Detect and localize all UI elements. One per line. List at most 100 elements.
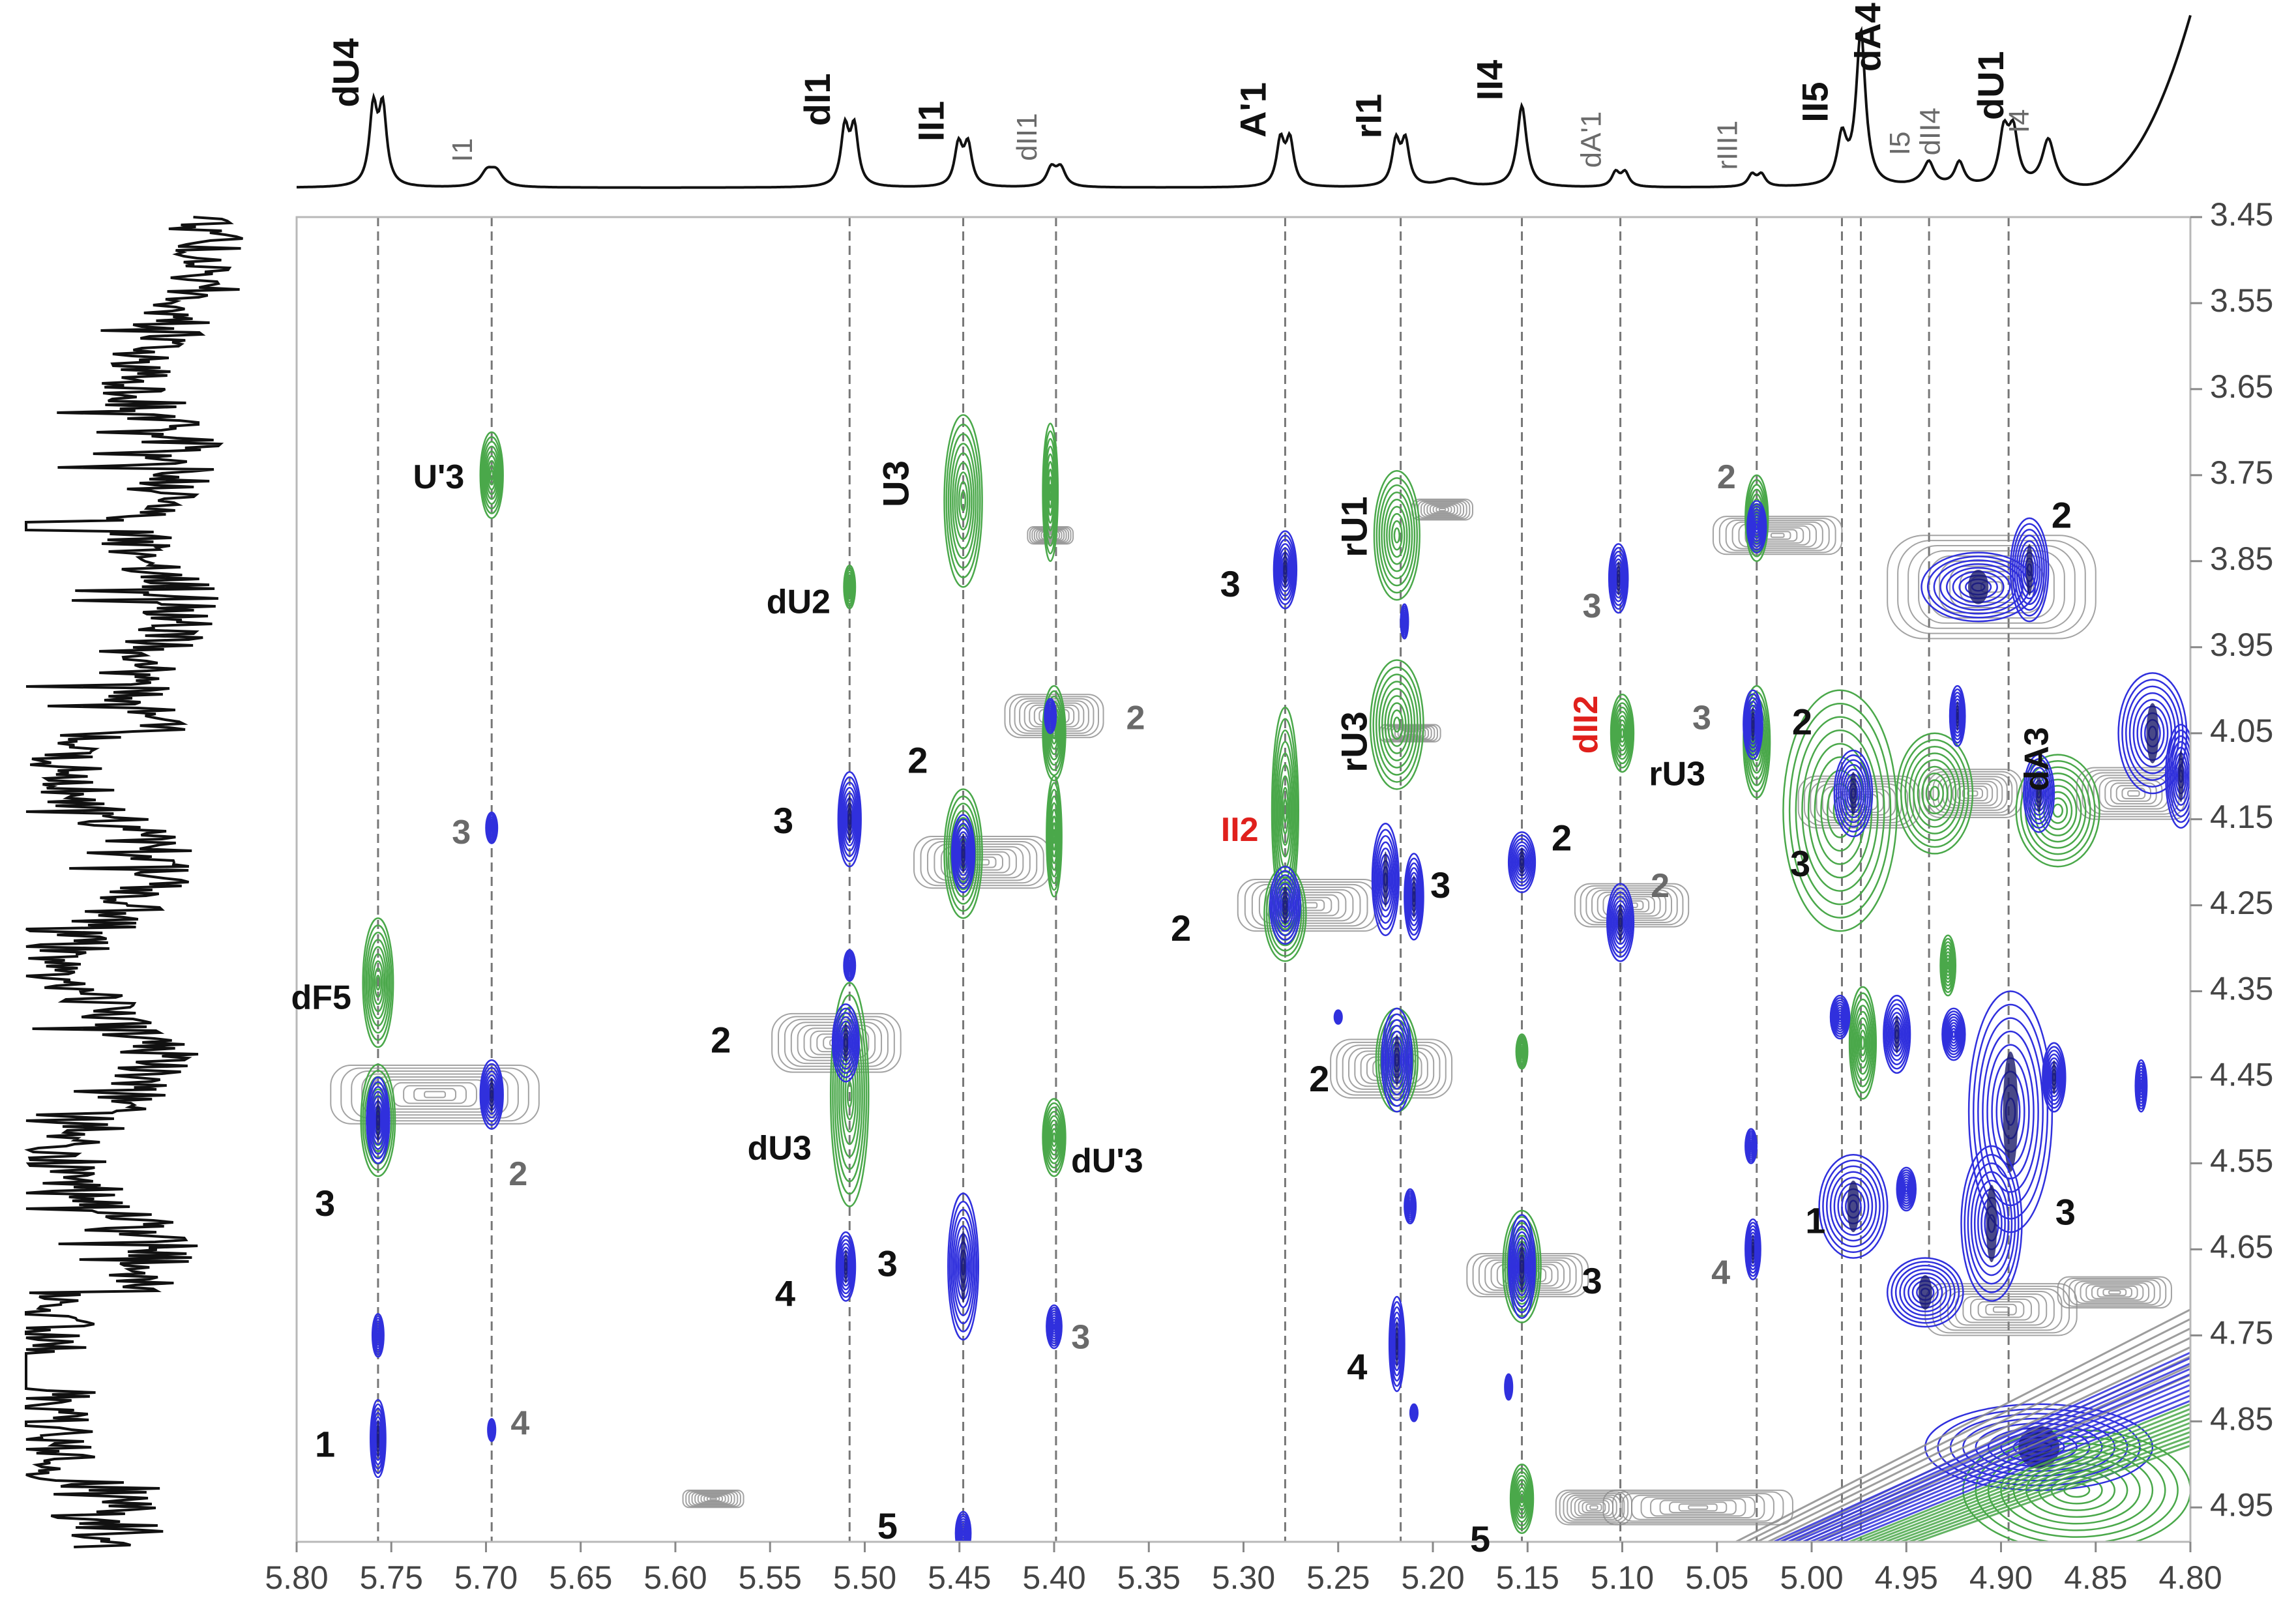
cross-peak-green-57: [1509, 1463, 1535, 1535]
peak-label-38: 4: [1711, 1254, 1730, 1292]
peak-label-34: 3: [1692, 700, 1711, 737]
peak-label-11: 3: [773, 800, 793, 841]
cross-peak-blue-29: [1046, 1304, 1063, 1349]
cross-peak-contours: [330, 414, 2190, 1542]
cross-peak-blue-5: [366, 1076, 390, 1164]
cross-peak-blue-6: [479, 1059, 504, 1130]
cross-peak-green-59: [1610, 694, 1635, 773]
peak-label-15: 4: [775, 1273, 795, 1314]
y-tick-label-15: 4.95: [2210, 1486, 2273, 1523]
top-peak-label-14: dU1: [1970, 51, 2011, 120]
peak-label-4: 3: [315, 1183, 335, 1224]
peak-label-42: 3: [2055, 1191, 2076, 1232]
peak-label-30: 3: [1583, 587, 1602, 625]
y-tick-label-9: 4.35: [2210, 971, 2273, 1007]
cross-peak-blue-41: [1371, 822, 1400, 937]
cross-peak-blue-16: [1044, 698, 1057, 734]
cross-peak-blue-30: [954, 1511, 972, 1542]
peak-label-12: 2: [711, 1019, 731, 1060]
top-spectrum-labels: dU4 I1 dI1 II1 dII1 A'1 rI1 II4 dA'1 rIII1 II5 dA4 I…: [325, 3, 2035, 170]
cross-peak-green-53: [1515, 1033, 1529, 1070]
cross-peak-blue-96: [1960, 1145, 2023, 1302]
y-tick-label-0: 3.45: [2210, 196, 2273, 233]
cross-peak-blue-93: [1886, 1257, 1964, 1328]
x-tick-label-0: 5.80: [265, 1559, 328, 1596]
cross-peak-blue-42: [1404, 853, 1424, 941]
cross-peak-green-83: [1939, 934, 1957, 997]
cross-peak-blue-25: [831, 1003, 861, 1083]
cross-peak-blue-91: [1818, 1153, 1889, 1259]
cross-peak-blue-92: [1896, 1166, 1917, 1212]
cross-peak-gray-31: [682, 1489, 744, 1509]
top-1d-spectrum: [297, 14, 2192, 189]
top-peak-label-10: II5: [1794, 81, 1835, 122]
cross-peak-blue-80: [2023, 754, 2055, 833]
y-tick-label-1: 3.55: [2210, 282, 2273, 319]
y-tick-label-6: 4.05: [2210, 713, 2273, 749]
cross-peak-blue-9: [487, 1418, 497, 1442]
top-peak-label-13: dII4: [1915, 108, 1947, 155]
peak-label-27: 5: [1470, 1518, 1490, 1559]
y-tick-label-7: 4.15: [2210, 799, 2273, 835]
top-peak-label-7: II4: [1469, 60, 1510, 100]
peak-label-0: U'3: [413, 458, 464, 496]
peak-label-17: 3: [1071, 1319, 1090, 1357]
top-peak-label-6: rI1: [1348, 94, 1389, 139]
peak-label-20: II2: [1221, 811, 1259, 849]
top-peak-label-15: I4: [2003, 109, 2035, 133]
peak-label-35: rU3: [1649, 755, 1705, 793]
cross-peak-blue-67: [1744, 1128, 1758, 1164]
x-tick-label-5: 5.55: [739, 1559, 802, 1596]
x-tick-label-11: 5.25: [1306, 1559, 1370, 1596]
y-tick-label-14: 4.85: [2210, 1400, 2273, 1437]
top-peak-label-12: I5: [1884, 132, 1916, 156]
peak-label-18: 5: [877, 1505, 898, 1546]
peak-label-8: U3: [876, 460, 917, 507]
y-tick-label-4: 3.85: [2210, 540, 2273, 577]
peak-label-40: 2: [2052, 495, 2072, 536]
peak-label-26: 4: [1347, 1346, 1367, 1387]
y-tick-label-13: 4.75: [2210, 1315, 2273, 1351]
cross-peak-green-0: [479, 431, 504, 520]
cross-peak-blue-61: [1606, 883, 1635, 962]
y-tick-label-2: 3.65: [2210, 368, 2273, 405]
y-tick-label-10: 4.45: [2210, 1057, 2273, 1093]
peak-label-7: dU2: [767, 583, 831, 621]
cross-peak-blue-46: [1381, 1007, 1413, 1113]
cross-peak-green-73: [1782, 689, 1898, 932]
cross-peak-blue-21: [950, 814, 976, 894]
peak-label-28: 2: [1552, 817, 1572, 858]
peak-label-1: 3: [452, 814, 471, 851]
cross-peak-blue-85: [1883, 994, 1911, 1074]
cross-peak-blue-90: [2134, 1059, 2148, 1113]
x-tick-label-15: 5.05: [1685, 1559, 1748, 1596]
top-peak-label-11: dA4: [1847, 3, 1889, 72]
top-peak-label-4: dII1: [1011, 113, 1043, 160]
peak-label-33: 2: [1717, 458, 1736, 496]
cross-peak-blue-22: [843, 949, 857, 982]
peak-label-14: dU'3: [1071, 1142, 1143, 1180]
cross-peak-blue-51: [1333, 1009, 1343, 1025]
top-peak-label-1: I1: [447, 138, 478, 162]
cross-peak-blue-48: [1388, 1295, 1406, 1393]
x-tick-label-12: 5.20: [1401, 1559, 1464, 1596]
top-peak-label-8: dA'1: [1576, 111, 1608, 168]
cross-peak-blue-28: [947, 1192, 980, 1341]
cross-peak-blue-68: [1744, 1218, 1761, 1280]
cross-peak-blue-18: [837, 771, 862, 868]
y-tick-label-3: 3.75: [2210, 454, 2273, 491]
cross-peak-green-2: [362, 917, 394, 1048]
x-tick-label-8: 5.40: [1022, 1559, 1085, 1596]
cross-peak-blue-27: [835, 1231, 857, 1302]
cross-peak-blue-66: [1743, 689, 1763, 760]
x-tick-label-20: 4.80: [2158, 1559, 2222, 1596]
cross-peak-blue-47: [1404, 1188, 1417, 1225]
peak-label-5: 1: [315, 1424, 335, 1465]
peak-label-6: 4: [510, 1405, 529, 1443]
top-peak-label-5: A'1: [1232, 82, 1273, 138]
cross-peak-gray-95: [2057, 1276, 2172, 1309]
peak-label-25: 2: [1309, 1058, 1329, 1099]
cross-peak-green-12: [1042, 422, 1059, 563]
